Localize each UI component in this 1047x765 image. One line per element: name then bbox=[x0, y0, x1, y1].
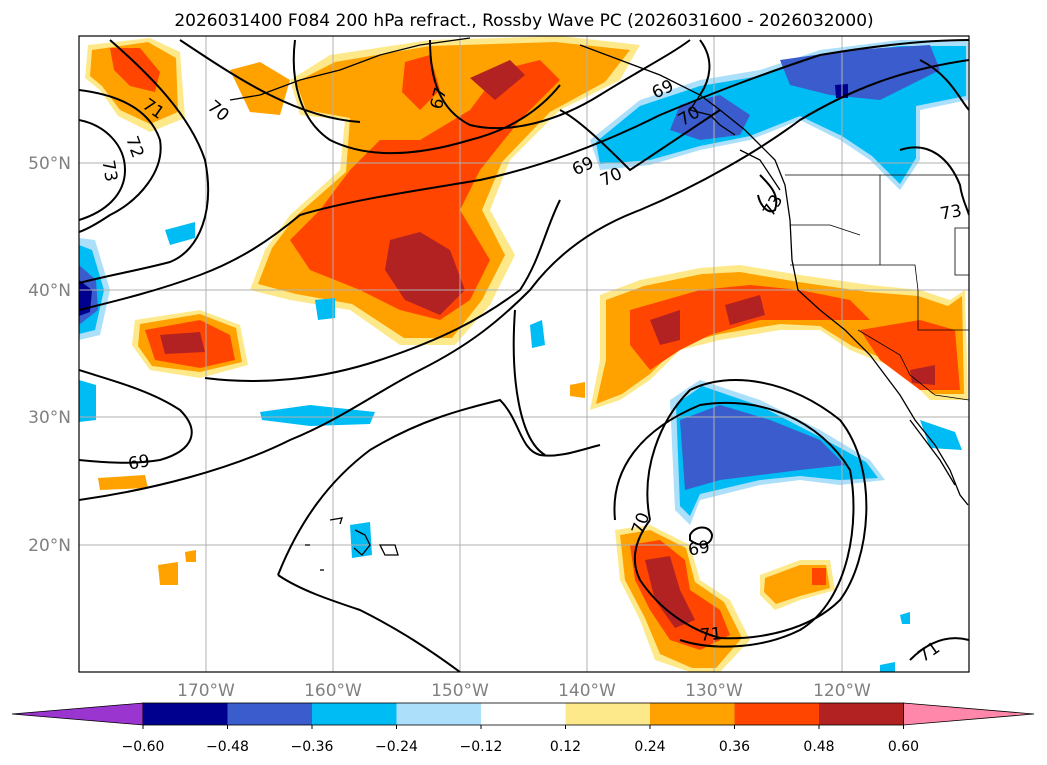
colorbar-bin bbox=[565, 703, 650, 725]
map-panel: 71 70 72 73 69 70 69 70 73 73 69 70 69 7… bbox=[78, 35, 970, 673]
colorbar-ticks: −0.60 −0.48 −0.36 −0.24 −0.12 0.12 0.24 0.36 0.4… bbox=[122, 725, 919, 755]
colorbar-bin bbox=[227, 703, 312, 725]
colorbar-tick-label: −0.60 bbox=[122, 739, 165, 755]
colorbar-extend-low bbox=[11, 702, 144, 726]
colorbar-tick-label: −0.48 bbox=[206, 739, 249, 755]
lat-label: 40°N bbox=[28, 281, 71, 301]
lon-label: 140°W bbox=[558, 681, 616, 701]
colorbar-tick-label: 0.12 bbox=[550, 739, 581, 755]
contour-label: 73 bbox=[939, 201, 964, 224]
coastlines bbox=[229, 37, 969, 571]
contour-label: 71 bbox=[699, 624, 722, 646]
colorbar-bin bbox=[143, 703, 228, 725]
shaded-fields bbox=[79, 36, 968, 672]
latitude-labels: 50°N 40°N 30°N 20°N bbox=[28, 154, 71, 556]
colorbar-bin bbox=[481, 703, 566, 725]
lon-label: 130°W bbox=[685, 681, 743, 701]
colorbar-tick-label: 0.24 bbox=[634, 739, 665, 755]
lat-label: 20°N bbox=[28, 536, 71, 556]
colorbar-tick-label: 0.48 bbox=[803, 739, 834, 755]
negative-anomaly-fields bbox=[79, 40, 968, 672]
colorbar-bin bbox=[396, 703, 481, 725]
map-frame bbox=[78, 35, 970, 673]
colorbar-bin bbox=[734, 703, 819, 725]
lon-label: 170°W bbox=[177, 681, 235, 701]
lon-label: 160°W bbox=[304, 681, 362, 701]
lon-label: 120°W bbox=[813, 681, 871, 701]
colorbar-tick-label: −0.24 bbox=[375, 739, 418, 755]
colorbar-bin bbox=[312, 703, 397, 725]
contour-label: 69 bbox=[687, 537, 712, 560]
colorbar-tick-label: 0.60 bbox=[888, 739, 919, 755]
political-borders bbox=[785, 174, 969, 401]
contour-label: 73 bbox=[97, 159, 120, 184]
colorbar-frame bbox=[142, 702, 904, 726]
colorbar-tick-label: −0.36 bbox=[291, 739, 334, 755]
longitude-labels: 170°W 160°W 150°W 140°W 130°W 120°W bbox=[177, 681, 871, 701]
contour-label: 69 bbox=[127, 451, 152, 474]
colorbar-bin bbox=[819, 703, 904, 725]
colorbar-bin bbox=[650, 703, 735, 725]
lon-label: 150°W bbox=[431, 681, 489, 701]
contour-lines bbox=[79, 39, 969, 672]
colorbar-tick-label: 0.36 bbox=[719, 739, 750, 755]
lat-label: 30°N bbox=[28, 408, 71, 428]
lat-label: 50°N bbox=[28, 154, 71, 174]
colorbar bbox=[11, 702, 1035, 726]
figure-title: 2026031400 F084 200 hPa refract., Rossby… bbox=[174, 11, 873, 31]
colorbar-tick-label: −0.12 bbox=[460, 739, 503, 755]
colorbar-extend-high bbox=[903, 702, 1035, 726]
